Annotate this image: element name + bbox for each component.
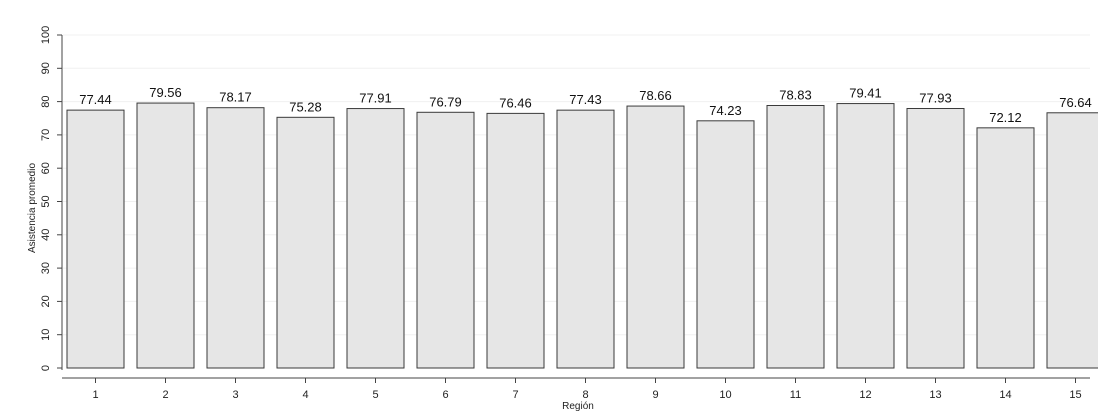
bar-region-6 <box>416 111 475 369</box>
bar-region-12 <box>836 103 895 369</box>
bar-region-1 <box>66 109 125 369</box>
bar-region-9 <box>626 105 685 369</box>
x-tick-label: 6 <box>442 389 448 401</box>
bar-region-7 <box>486 112 545 369</box>
bar-region-3 <box>206 107 265 369</box>
x-tick-label: 9 <box>652 389 658 401</box>
bar-region-11 <box>766 104 825 369</box>
bar-region-14 <box>976 127 1035 369</box>
y-tick-label: 70 <box>40 129 52 141</box>
x-tick-label: 11 <box>790 389 801 401</box>
data-label-layer: 77.44 79.56 78.17 75.28 77.91 76.79 76.46 77.43… <box>79 85 1092 125</box>
x-tick-label: 10 <box>719 389 731 401</box>
axis-layer <box>61 35 1090 379</box>
y-tick-label: 0 <box>40 365 52 371</box>
bar-region-15 <box>1046 112 1098 369</box>
bar-region-13 <box>906 107 965 369</box>
x-tick-label: 8 <box>582 389 588 401</box>
data-label: 79.56 <box>149 85 182 100</box>
x-tick-label: 14 <box>999 389 1011 401</box>
bar-region-10 <box>696 120 755 369</box>
data-label: 72.12 <box>989 110 1022 125</box>
x-tick-label: 2 <box>162 389 168 401</box>
data-label: 79.41 <box>849 86 882 101</box>
y-tick-label: 10 <box>40 329 52 341</box>
bar-region-2 <box>136 102 195 369</box>
data-label: 78.66 <box>639 88 672 103</box>
y-tick-label: 50 <box>40 195 52 207</box>
x-tick-label: 7 <box>512 389 518 401</box>
bar-region-4 <box>276 116 335 369</box>
y-tick-label: 90 <box>40 62 52 74</box>
x-axis-title: Región <box>562 401 594 412</box>
data-label: 77.91 <box>359 91 392 106</box>
y-tick-layer: 0 10 20 30 40 50 60 70 80 90 100 <box>40 26 62 371</box>
x-tick-label: 5 <box>372 389 378 401</box>
x-tick-layer: 1 2 3 4 5 6 7 8 9 10 11 12 13 14 15 <box>92 378 1082 401</box>
data-label: 78.17 <box>219 90 252 105</box>
y-tick-label: 30 <box>40 262 52 274</box>
bar-layer <box>66 102 1098 369</box>
data-label: 77.43 <box>569 92 602 107</box>
bar-region-5 <box>346 108 405 369</box>
y-tick-label: 40 <box>40 229 52 241</box>
data-label: 74.23 <box>709 103 742 118</box>
data-label: 77.44 <box>79 92 112 107</box>
x-tick-label: 15 <box>1069 389 1081 401</box>
x-tick-label: 12 <box>859 389 871 401</box>
x-tick-label: 13 <box>929 389 941 401</box>
y-tick-label: 20 <box>40 295 52 307</box>
data-label: 75.28 <box>289 99 322 114</box>
x-tick-label: 3 <box>232 389 238 401</box>
y-tick-label: 60 <box>40 162 52 174</box>
data-label: 76.46 <box>499 95 532 110</box>
data-label: 76.79 <box>429 94 462 109</box>
x-tick-label: 4 <box>302 389 308 401</box>
y-tick-label: 100 <box>40 26 52 44</box>
x-tick-label: 1 <box>92 389 98 401</box>
y-axis-title: Asistencia promedio <box>27 163 38 253</box>
data-label: 78.83 <box>779 87 812 102</box>
data-label: 76.64 <box>1059 95 1092 110</box>
data-label: 77.93 <box>919 90 952 105</box>
bar-region-8 <box>556 109 615 369</box>
y-tick-label: 80 <box>40 95 52 107</box>
